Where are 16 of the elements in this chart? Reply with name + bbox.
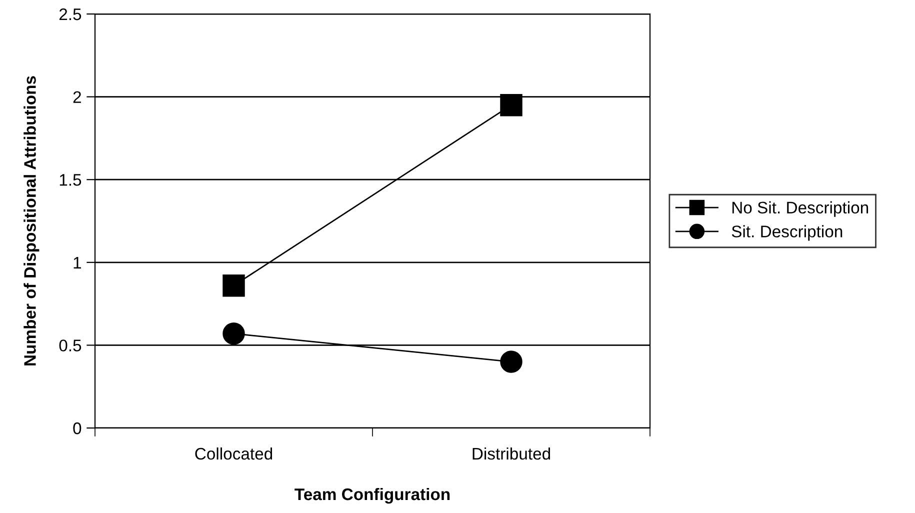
x-axis-title: Team Configuration — [294, 488, 450, 504]
y-tick-label: 1 — [74, 256, 81, 268]
y-tick-label: 2.5 — [59, 8, 82, 20]
point — [500, 350, 522, 373]
point — [222, 322, 245, 345]
point — [500, 94, 522, 116]
y-tick-label: 0 — [73, 422, 82, 434]
y-tick-label: 1.5 — [60, 174, 82, 186]
y-tick-label: 2 — [73, 91, 81, 103]
x-tick-label: Distributed — [472, 447, 550, 460]
legend-label: No Sit. Description — [732, 201, 868, 217]
y-axis-title: Number of Dispositional Attributions — [24, 76, 40, 366]
y-tick-label: 0.5 — [59, 340, 82, 352]
x-tick-label: Collocated — [195, 447, 272, 460]
point — [222, 274, 245, 297]
legend-label: Sit. Description — [732, 225, 842, 241]
